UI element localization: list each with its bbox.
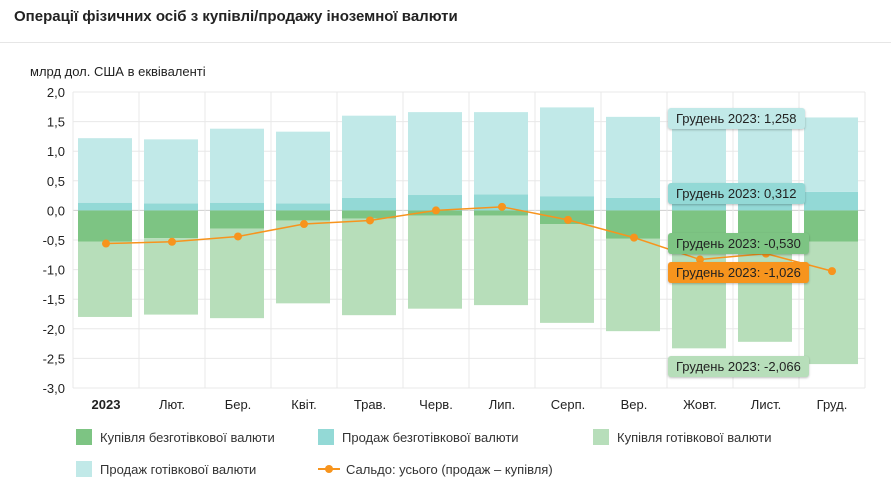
bar-cash-buy [342, 218, 396, 316]
chart-title: Операції фізичних осіб з купівлі/продажу… [14, 8, 458, 25]
x-tick-label: Серп. [551, 397, 586, 412]
balance-point [366, 216, 374, 225]
balance-line [105, 206, 833, 272]
bar-cash-sell [78, 138, 132, 203]
x-tick-label: Вер. [621, 397, 648, 412]
y-tick-label: -2,5 [43, 351, 65, 366]
y-tick-label: -1,5 [43, 292, 65, 307]
bar-cash-sell [738, 122, 792, 194]
bar-cash-buy [474, 215, 528, 306]
tooltip-cashless-buy: Грудень 2023: -0,530 [668, 233, 809, 254]
bar-cash-buy [210, 228, 264, 319]
bar-cashless-sell [78, 202, 132, 211]
x-tick-label: Бер. [225, 397, 252, 412]
legend-line-marker [318, 465, 340, 473]
bar-cash-buy [408, 215, 462, 309]
bar-cashless-sell [606, 197, 660, 211]
divider [0, 42, 891, 43]
x-tick-label: 2023 [92, 397, 121, 412]
bar-cashless-buy [210, 210, 264, 229]
bar-cash-sell [606, 116, 660, 198]
legend-swatch [318, 429, 334, 445]
legend-label: Продаж готівкової валюти [100, 461, 257, 477]
bar-cashless-buy [78, 210, 132, 242]
balance-point [564, 215, 572, 224]
bar-cash-buy [276, 220, 330, 304]
y-tick-label: 0,0 [47, 203, 65, 218]
x-tick-label: Лип. [489, 397, 515, 412]
bar-cash-buy [144, 238, 198, 315]
balance-point [168, 237, 176, 246]
y-tick-label: 0,5 [47, 174, 65, 189]
legend-label: Купівля готівкової валюти [617, 429, 772, 445]
balance-point [432, 206, 440, 215]
bar-cash-buy [804, 241, 858, 365]
y-axis-label: млрд дол. США в еквіваленті [30, 64, 206, 79]
tooltip-cash-sell: Грудень 2023: 1,258 [668, 108, 805, 129]
bar-cash-sell [276, 131, 330, 204]
legend-label: Продаж безготівкової валюти [342, 429, 519, 445]
x-tick-label: Трав. [354, 397, 386, 412]
bar-cash-sell [672, 121, 726, 194]
legend-item-cash-sell[interactable]: Продаж готівкової валюти [76, 461, 256, 477]
bar-cash-sell [540, 107, 594, 197]
y-tick-label: 2,0 [47, 85, 65, 100]
bar-cashless-sell [342, 197, 396, 211]
legend-item-balance[interactable]: Сальдо: усього (продаж – купівля) [318, 461, 553, 477]
bar-cashless-sell [474, 194, 528, 211]
bar-cash-sell [804, 117, 858, 192]
bar-cash-sell [144, 139, 198, 204]
bar-cashless-buy [804, 210, 858, 242]
bar-cashless-sell [408, 195, 462, 211]
balance-point [828, 267, 836, 276]
balance-point [696, 255, 704, 264]
tooltip-cash-buy: Грудень 2023: -2,066 [668, 356, 809, 377]
bar-cash-sell [408, 112, 462, 196]
x-tick-label: Черв. [419, 397, 453, 412]
x-tick-label: Квіт. [291, 397, 317, 412]
y-tick-label: -0,5 [43, 233, 65, 248]
legend-label: Купівля безготівкової валюти [100, 429, 275, 445]
bar-cashless-buy [276, 210, 330, 221]
balance-point [102, 239, 110, 248]
y-tick-label: -1,0 [43, 263, 65, 278]
y-tick-label: -3,0 [43, 381, 65, 396]
legend-swatch [76, 429, 92, 445]
legend-swatch [76, 461, 92, 477]
tooltip-cashless-sell: Грудень 2023: 0,312 [668, 183, 805, 204]
bar-cashless-sell [210, 202, 264, 211]
bar-cashless-buy [144, 210, 198, 239]
bar-cashless-sell [144, 203, 198, 211]
bar-cashless-buy [342, 210, 396, 219]
x-tick-label: Лист. [751, 397, 781, 412]
bar-cashless-sell [276, 203, 330, 211]
legend-swatch [593, 429, 609, 445]
x-tick-label: Лют. [159, 397, 185, 412]
bar-cash-sell [474, 112, 528, 195]
bar-cash-buy [78, 241, 132, 317]
balance-point [300, 220, 308, 229]
bar-cash-sell [210, 128, 264, 203]
bar-cash-buy [540, 224, 594, 323]
bar-cashless-sell [804, 191, 858, 211]
balance-point [498, 202, 506, 211]
y-tick-label: -2,0 [43, 322, 65, 337]
legend-label: Сальдо: усього (продаж – купівля) [346, 461, 553, 477]
x-tick-label: Груд. [817, 397, 848, 412]
x-tick-label: Жовт. [683, 397, 717, 412]
balance-point [630, 233, 638, 242]
balance-point [234, 232, 242, 241]
bar-cash-sell [342, 115, 396, 198]
legend-item-cash-buy[interactable]: Купівля готівкової валюти [593, 429, 772, 445]
bar-cashless-buy [474, 210, 528, 216]
legend-item-cashless-sell[interactable]: Продаж безготівкової валюти [318, 429, 519, 445]
tooltip-balance: Грудень 2023: -1,026 [668, 262, 809, 283]
y-tick-label: 1,5 [47, 115, 65, 130]
bar-cashless-sell [540, 196, 594, 211]
y-tick-label: 1,0 [47, 144, 65, 159]
bar-cash-buy [606, 238, 660, 332]
legend-item-cashless-buy[interactable]: Купівля безготівкової валюти [76, 429, 275, 445]
